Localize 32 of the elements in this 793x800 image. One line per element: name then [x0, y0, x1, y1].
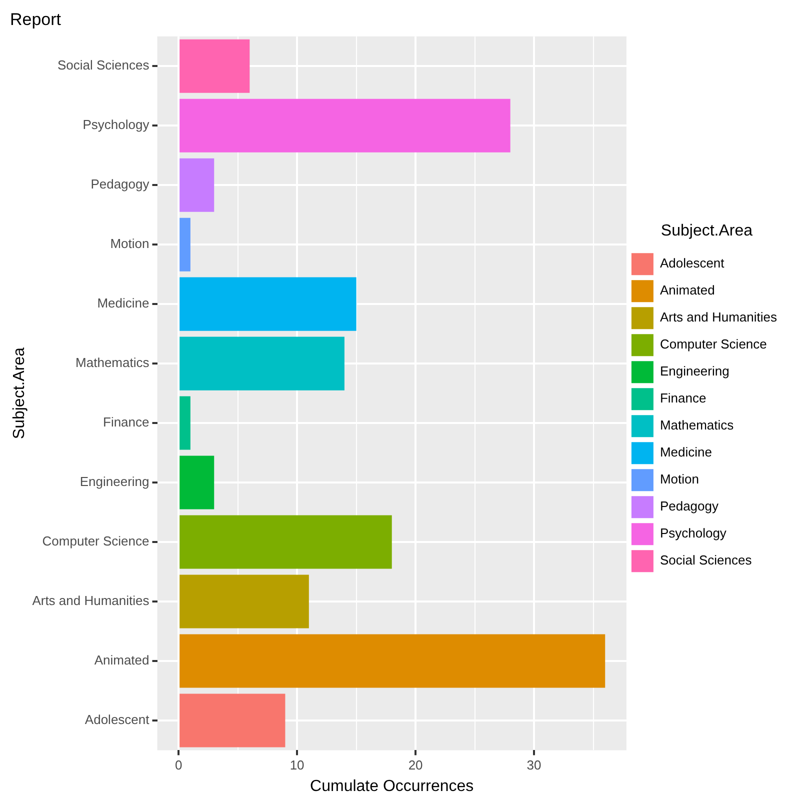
legend-label: Arts and Humanities: [660, 310, 778, 325]
legend-label: Computer Science: [660, 336, 767, 352]
y-tick-label: Medicine: [97, 296, 150, 311]
legend-label: Mathematics: [660, 418, 734, 433]
y-tick-label: Animated: [94, 652, 150, 668]
legend-label: Engineering: [660, 364, 730, 379]
y-tick-label: Finance: [103, 414, 150, 430]
y-tick-label: Pedagogy: [90, 176, 150, 192]
y-tick-label: Arts and Humanities: [32, 593, 150, 608]
legend-label: Motion: [660, 472, 699, 487]
chart-title: Report: [10, 10, 62, 29]
x-axis-title: Cumulate Occurrences: [310, 778, 474, 795]
y-tick-label: Motion: [110, 236, 150, 252]
y-tick-label: Psychology: [82, 117, 150, 132]
y-tick-label: Social Sciences: [57, 58, 150, 73]
legend-label: Medicine: [660, 444, 712, 460]
legend-label: Pedagogy: [660, 498, 719, 514]
x-tick-label: 10: [290, 758, 304, 773]
legend-label: Adolescent: [660, 256, 725, 271]
x-tick-label: 0: [174, 758, 182, 773]
legend-label: Finance: [660, 390, 706, 406]
legend-label: Social Sciences: [660, 552, 752, 568]
y-tick-label: Adolescent: [84, 712, 150, 728]
legend-label: Animated: [660, 282, 715, 298]
x-tick-label: 20: [408, 758, 423, 773]
y-tick-label: Computer Science: [42, 534, 150, 549]
y-axis-title: Subject.Area: [11, 347, 28, 440]
x-tick-label: 30: [526, 758, 542, 773]
y-tick-label: Engineering: [80, 474, 150, 490]
legend-title: Subject.Area: [660, 222, 753, 240]
y-tick-label: Mathematics: [76, 355, 150, 370]
legend-label: Psychology: [660, 526, 727, 541]
